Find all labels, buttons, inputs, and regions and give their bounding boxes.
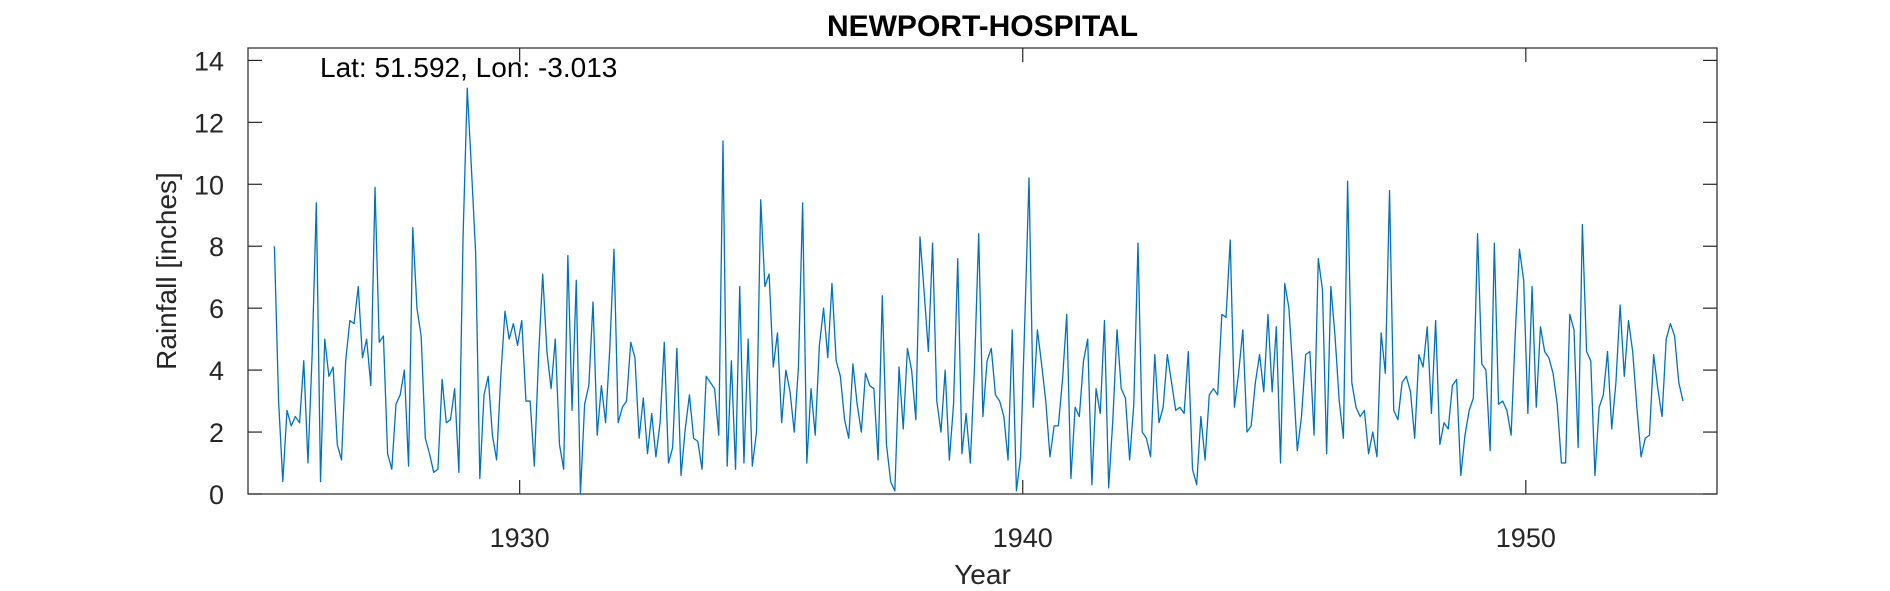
axis-ticks: 0 2 4 6 8 10 12 14 1930 1940 1950 <box>194 46 1717 553</box>
y-tick-label: 12 <box>194 108 224 138</box>
y-tick-label: 6 <box>209 294 224 324</box>
axes <box>247 47 1718 495</box>
y-axis-label: Rainfall [inches] <box>151 172 182 370</box>
series-layer <box>273 87 1684 495</box>
y-tick-label: 8 <box>209 232 224 262</box>
y-tick-label: 10 <box>194 170 224 200</box>
plot-box <box>247 47 1718 495</box>
location-annotation: Lat: 51.592, Lon: -3.013 <box>320 52 617 83</box>
x-tick-label: 1930 <box>490 523 550 553</box>
x-tick-label: 1950 <box>1496 523 1556 553</box>
x-axis-label: Year <box>954 559 1011 590</box>
y-tick-label: 14 <box>194 46 224 76</box>
x-tick-label: 1940 <box>993 523 1053 553</box>
y-tick-label: 0 <box>209 480 224 510</box>
y-tick-label: 4 <box>209 356 224 386</box>
chart-title: NEWPORT-HOSPITAL <box>827 10 1138 43</box>
y-tick-label: 2 <box>209 418 224 448</box>
rainfall-series-line <box>273 87 1684 495</box>
